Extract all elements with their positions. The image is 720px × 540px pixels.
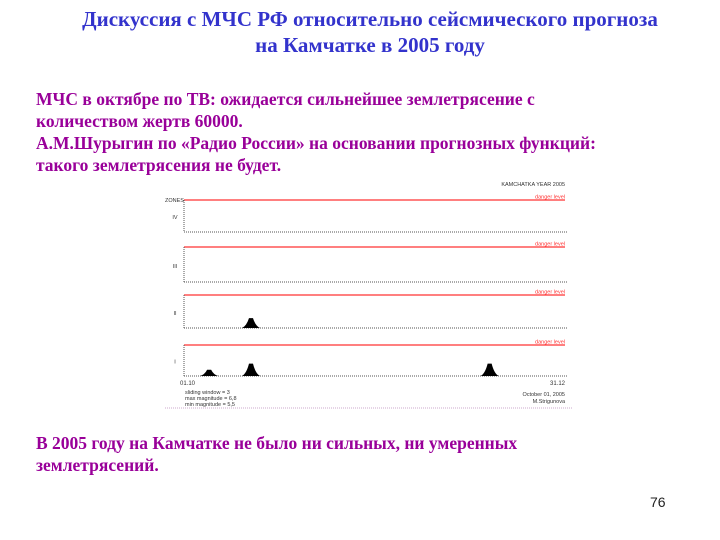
- zone-label: I: [174, 360, 176, 366]
- zone-label: IV: [172, 215, 178, 221]
- zone-label: III: [173, 264, 178, 270]
- note-left-3: min magnitude = 5,5: [185, 402, 235, 408]
- para1-line-1: МЧС в октябре по ТВ: ожидается сильнейше…: [36, 89, 535, 109]
- conclusion-line-1: В 2005 году на Камчатке не было ни сильн…: [36, 433, 518, 453]
- note-left-1: sliding window = 3: [185, 390, 230, 396]
- activity-peak: [241, 363, 260, 376]
- note-left-2: max magnitude = 6,8: [185, 396, 237, 402]
- activity-peak: [480, 363, 499, 376]
- paragraph-mchs: МЧС в октябре по ТВ: ожидается сильнейше…: [36, 88, 596, 176]
- slide-title: Дискуссия с МЧС РФ относительно сейсмиче…: [20, 6, 720, 58]
- para2-line-2: такого землетрясения не будет.: [36, 155, 282, 175]
- activity-peak: [200, 369, 219, 376]
- title-line-1: Дискуссия с МЧС РФ относительно сейсмиче…: [82, 7, 658, 31]
- page-number: 76: [650, 494, 666, 510]
- chart-title: KAMCHATKA YEAR 2005: [501, 182, 565, 188]
- activity-peak: [241, 318, 260, 328]
- title-line-2: на Камчатке в 2005 году: [255, 33, 485, 57]
- danger-level-label: danger level: [535, 340, 565, 346]
- conclusion-line-2: землетрясений.: [36, 455, 159, 475]
- y-axis-label: ZONES: [165, 198, 184, 204]
- x-start-label: 01.10: [180, 381, 196, 387]
- danger-level-label: danger level: [535, 290, 565, 296]
- danger-level-label: danger level: [535, 195, 565, 201]
- x-end-label: 31.12: [550, 381, 566, 387]
- zone-label: II: [173, 311, 177, 317]
- conclusion: В 2005 году на Камчатке не было ни сильн…: [36, 432, 517, 476]
- note-right-2: M.Strigunova: [533, 399, 566, 405]
- para2-line-1: А.М.Шурыгин по «Радио России» на основан…: [36, 133, 596, 153]
- note-right-1: October 01, 2005: [522, 392, 565, 398]
- para1-line-2: количеством жертв 60000.: [36, 111, 243, 131]
- danger-level-label: danger level: [535, 242, 565, 248]
